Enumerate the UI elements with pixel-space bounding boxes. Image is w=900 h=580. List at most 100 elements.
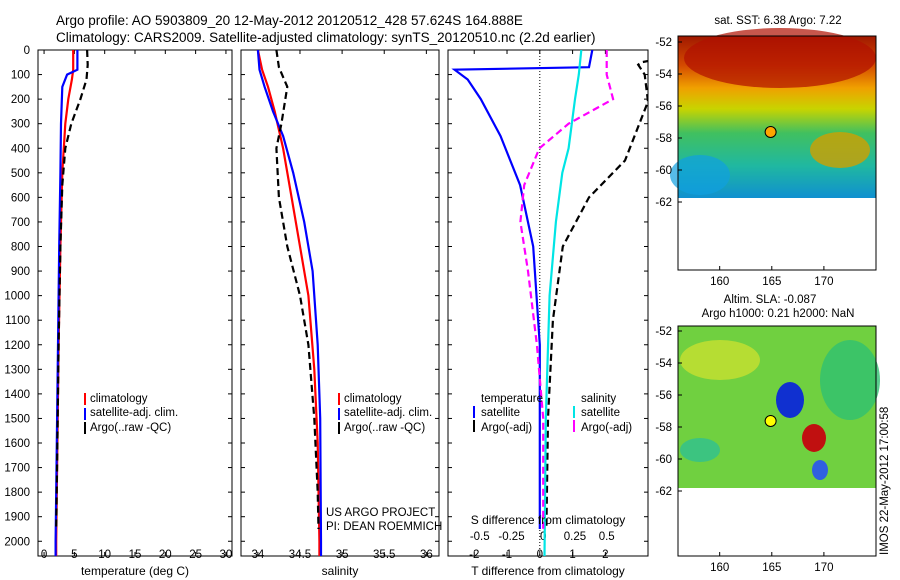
series-line-argo-raw-qc- bbox=[275, 50, 320, 530]
temperature-xlabel: temperature (deg C) bbox=[81, 564, 189, 578]
temperature-series-group bbox=[54, 50, 89, 556]
sla-high-eddy bbox=[802, 424, 826, 452]
series-line-climatology bbox=[256, 50, 321, 556]
map-ytick-label: -60 bbox=[655, 454, 672, 466]
map-ytick-label: -52 bbox=[655, 326, 672, 338]
depth-tick-label: 1100 bbox=[5, 315, 30, 327]
figure-subtitle: Climatology: CARS2009. Satellite-adjuste… bbox=[56, 30, 596, 45]
map-xtick-label: 160 bbox=[710, 562, 729, 574]
difference-series-group bbox=[451, 50, 648, 556]
map-xtick-label: 165 bbox=[762, 562, 781, 574]
credit-line-2: PI: DEAN ROEMMICH bbox=[326, 521, 442, 533]
depth-tick-label: 200 bbox=[11, 94, 30, 106]
difference-x2tick-label: 0.25 bbox=[564, 531, 586, 543]
salinity-panel-frame bbox=[240, 49, 440, 557]
depth-tick-label: 800 bbox=[11, 242, 30, 254]
difference-xtick-label: -2 bbox=[469, 549, 479, 561]
salinity-xlabel: salinity bbox=[322, 564, 359, 578]
temperature-xtick-label: 5 bbox=[71, 549, 77, 561]
difference-xtick-label: 1 bbox=[569, 549, 575, 561]
difference-xlabel: T difference from climatology bbox=[471, 564, 625, 578]
temperature-xtick-label: 20 bbox=[159, 549, 172, 561]
sst-patch bbox=[810, 132, 870, 168]
map-ytick-label: -58 bbox=[655, 133, 672, 145]
depth-tick-label: 2000 bbox=[4, 536, 30, 548]
difference-xtick-label: 0 bbox=[537, 549, 543, 561]
sla-map-ticks: 160 165 170 -52 -54 -56 -58 -60 -62 bbox=[655, 326, 833, 574]
map-ytick-label: -52 bbox=[655, 37, 672, 49]
depth-tick-label: 1500 bbox=[4, 413, 30, 425]
sla-patch bbox=[680, 438, 720, 462]
depth-tick-label: 1600 bbox=[4, 438, 30, 450]
axis-ticks: 0 5 10 15 20 25 300100200300400500600700800900… bbox=[4, 45, 648, 561]
sla-patch bbox=[680, 340, 760, 380]
series-line-satellite bbox=[451, 50, 594, 529]
depth-tick-label: 1300 bbox=[4, 364, 30, 376]
temperature-xtick-label: 15 bbox=[129, 549, 142, 561]
difference-x2tick-label: -0.25 bbox=[498, 531, 524, 543]
salinity-xtick-label: 35.5 bbox=[373, 549, 395, 561]
depth-tick-label: 1200 bbox=[4, 340, 30, 352]
map-ytick-label: -54 bbox=[655, 358, 672, 370]
salinity-legend: climatology satellite-adj. clim. Argo(..… bbox=[338, 393, 432, 434]
temperature-xtick-label: 30 bbox=[220, 549, 233, 561]
sla-low-eddy bbox=[776, 382, 804, 418]
map-ytick-label: -56 bbox=[655, 101, 672, 113]
map-xtick-label: 165 bbox=[762, 276, 781, 288]
series-lines bbox=[54, 50, 648, 556]
salinity-series-group bbox=[256, 50, 323, 556]
argo-location-marker bbox=[764, 414, 777, 427]
sla-nodata bbox=[678, 488, 876, 556]
depth-tick-label: 1000 bbox=[4, 291, 30, 303]
legend-group-temperature: temperature bbox=[481, 393, 543, 405]
depth-tick-label: 100 bbox=[11, 70, 30, 82]
difference-x2tick-label: -0.5 bbox=[470, 531, 490, 543]
sla-patch bbox=[820, 340, 880, 420]
legend-label: Argo(-adj) bbox=[481, 422, 532, 434]
legend-label: satellite-adj. clim. bbox=[344, 407, 432, 419]
depth-tick-label: 700 bbox=[11, 217, 30, 229]
depth-tick-label: 1700 bbox=[4, 463, 30, 475]
difference-xtick-label: -1 bbox=[502, 549, 512, 561]
legend-label: satellite bbox=[481, 407, 520, 419]
depth-tick-label: 0 bbox=[24, 45, 30, 57]
map-ytick-label: -54 bbox=[655, 69, 672, 81]
map-ytick-label: -60 bbox=[655, 165, 672, 177]
sst-cold-patch bbox=[670, 155, 730, 195]
difference-xlabel2: S difference from climatology bbox=[471, 513, 626, 527]
depth-tick-label: 900 bbox=[11, 266, 30, 278]
series-line-satellite bbox=[543, 50, 583, 556]
map-xtick-label: 160 bbox=[710, 276, 729, 288]
sst-map-frame bbox=[677, 35, 877, 271]
depth-tick-label: 1400 bbox=[4, 389, 30, 401]
series-line-argo-raw-qc- bbox=[55, 50, 89, 530]
legend-label: Argo(..raw -QC) bbox=[344, 422, 425, 434]
sst-warm-patch bbox=[684, 28, 876, 88]
salinity-xtick-label: 35 bbox=[336, 549, 349, 561]
sla-map: Altim. SLA: -0.087 Argo h1000: 0.21 h200… bbox=[655, 294, 880, 574]
difference-xtick-label: 2 bbox=[602, 549, 608, 561]
difference-x2tick-label: 0 bbox=[540, 531, 546, 543]
difference-x2tick-label: 0.5 bbox=[599, 531, 615, 543]
difference-legend: temperature salinity satellite Argo(-adj… bbox=[473, 393, 632, 434]
map-ytick-label: -62 bbox=[655, 197, 672, 209]
series-line-argo-adj- bbox=[545, 59, 648, 530]
figure-title: Argo profile: AO 5903809_20 12-May-2012 … bbox=[56, 13, 523, 28]
salinity-xtick-label: 34.5 bbox=[289, 549, 311, 561]
temperature-legend: climatology satellite-adj. clim. Argo(..… bbox=[84, 393, 178, 434]
map-ytick-label: -56 bbox=[655, 390, 672, 402]
legend-label: Argo(-adj) bbox=[581, 422, 632, 434]
map-ytick-label: -62 bbox=[655, 486, 672, 498]
salinity-xtick-label: 36 bbox=[420, 549, 433, 561]
depth-tick-label: 1900 bbox=[4, 512, 30, 524]
argo-location-marker bbox=[764, 125, 777, 138]
legend-label: satellite-adj. clim. bbox=[90, 407, 178, 419]
sla-map-frame bbox=[677, 325, 877, 557]
depth-tick-label: 400 bbox=[11, 143, 30, 155]
temperature-xtick-label: 10 bbox=[98, 549, 111, 561]
depth-tick-label: 300 bbox=[11, 119, 30, 131]
legend-label: climatology bbox=[90, 393, 148, 405]
legend-group-salinity: salinity bbox=[581, 393, 616, 405]
side-timestamp: IMOS 22-May-2012 17:00:58 bbox=[879, 407, 891, 555]
